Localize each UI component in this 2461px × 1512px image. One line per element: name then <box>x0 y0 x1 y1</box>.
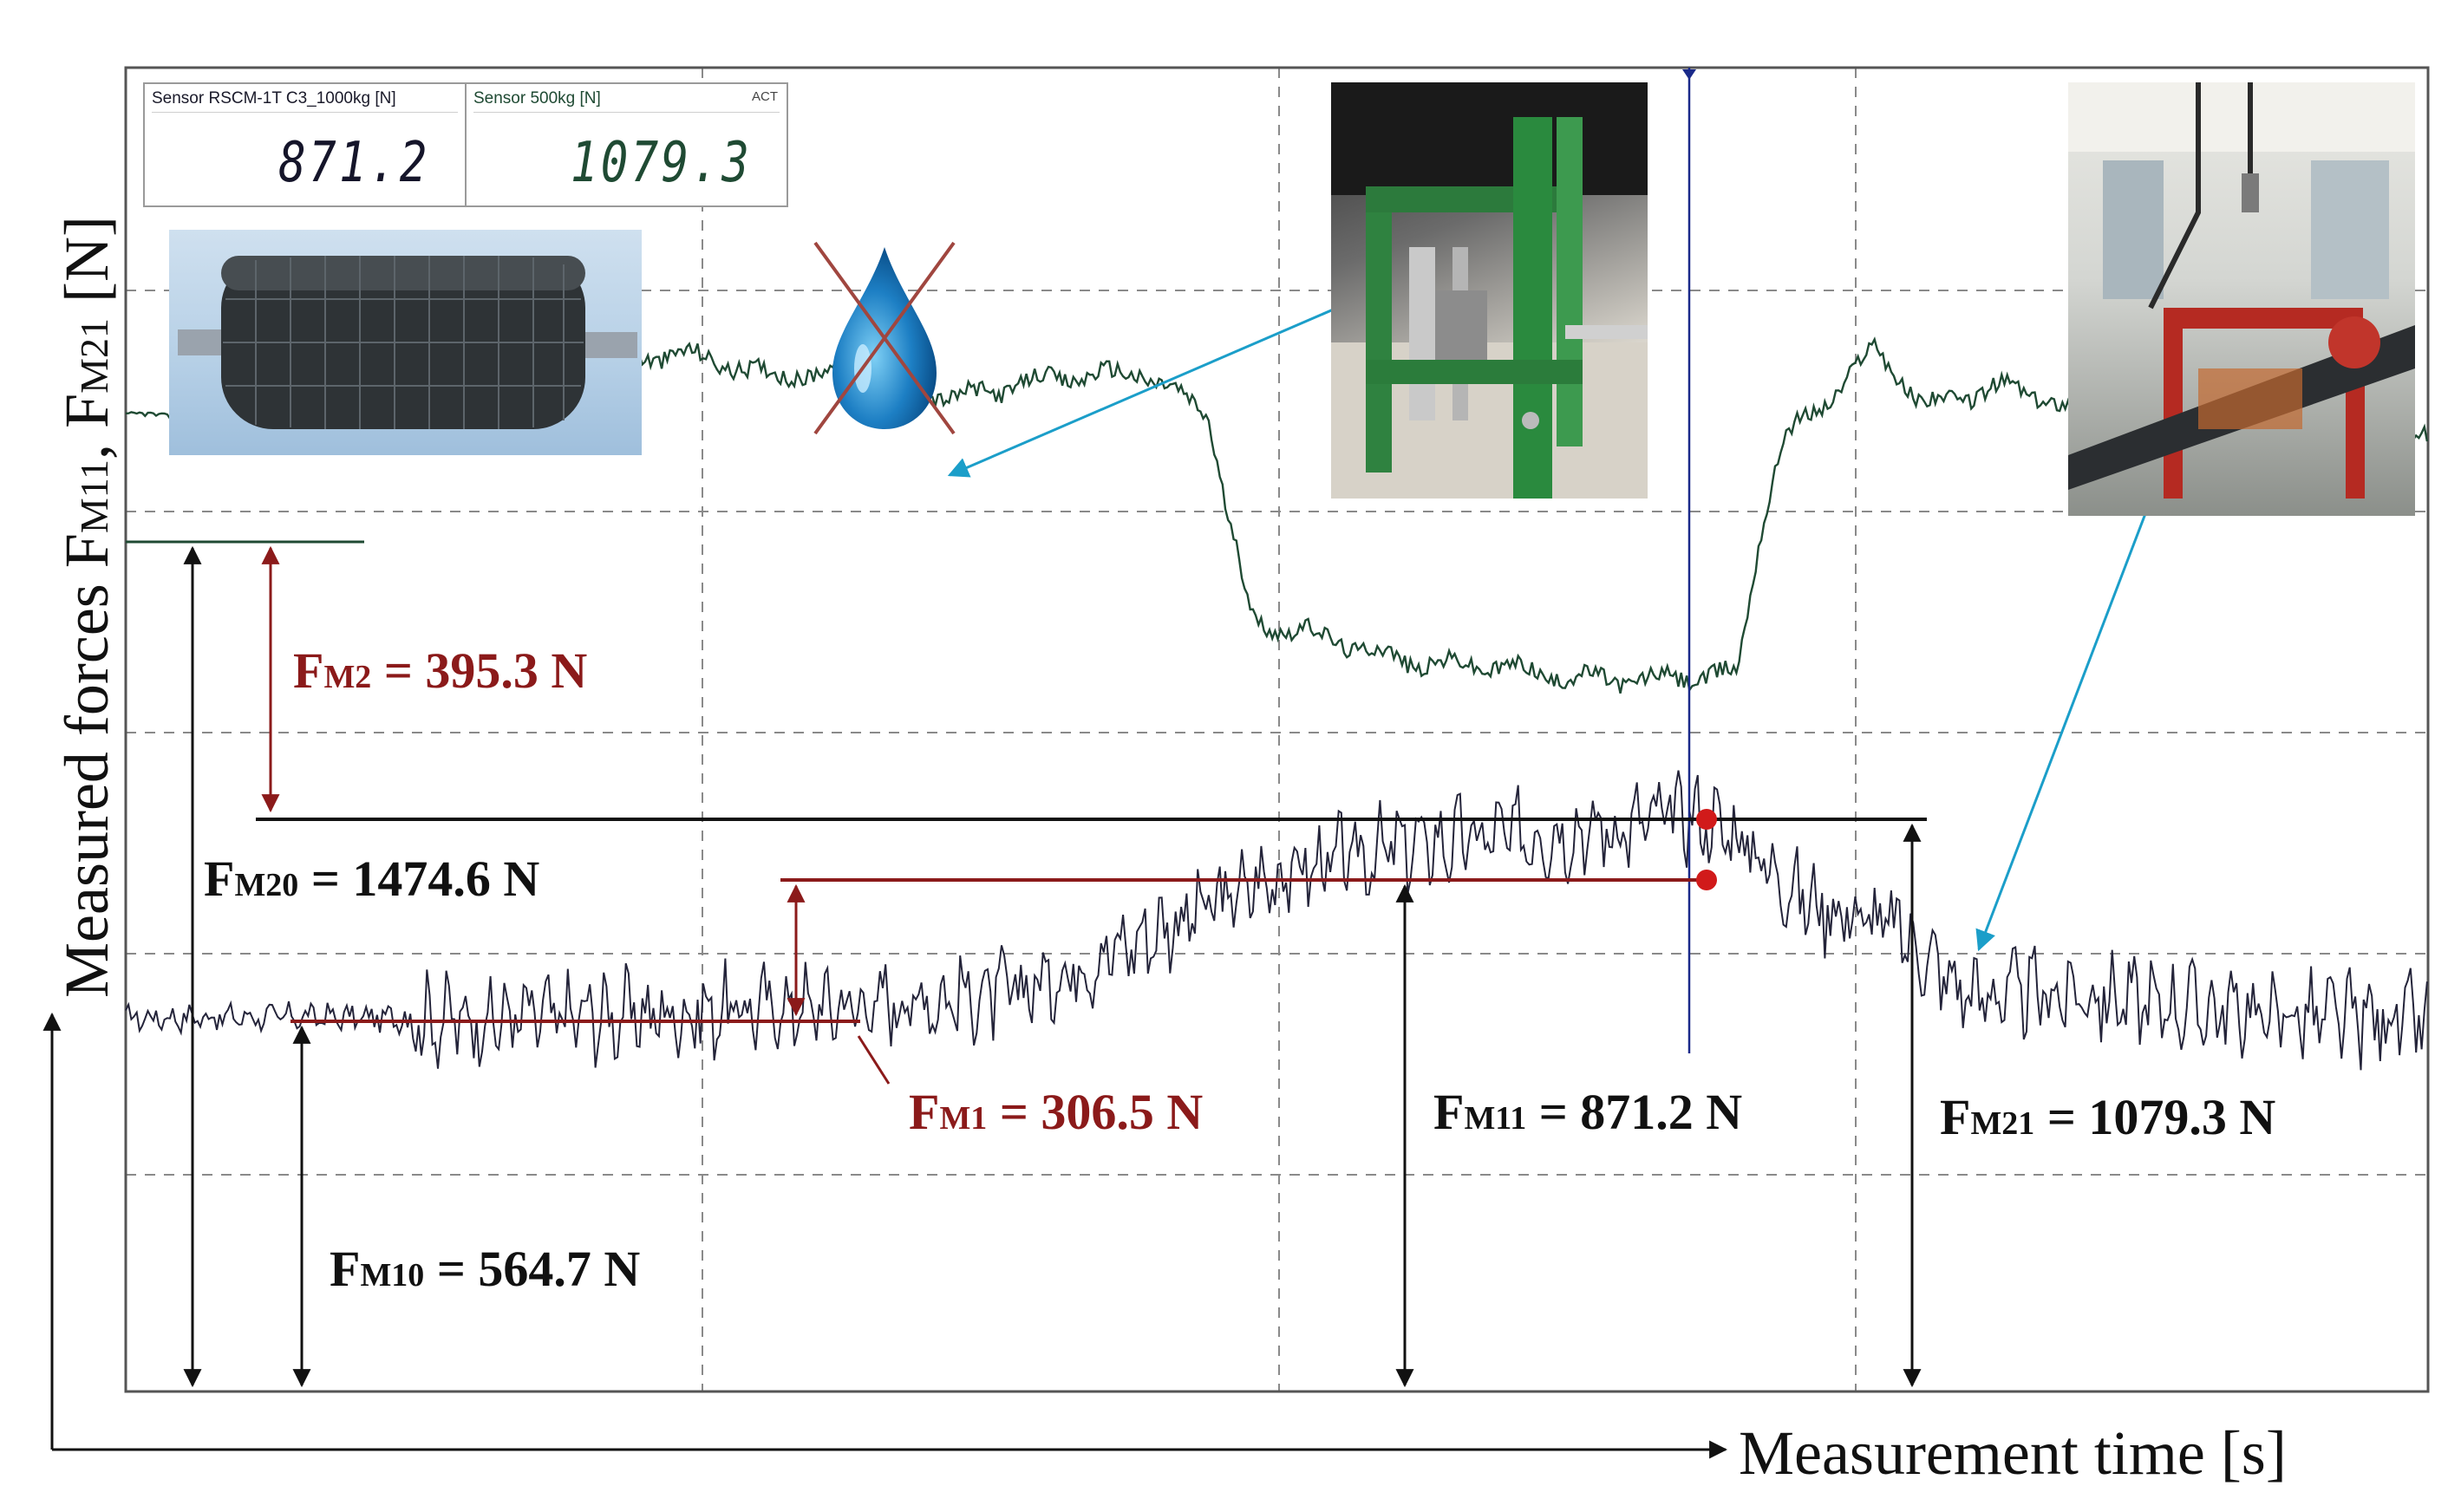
marker-point-fm11 <box>1696 870 1717 890</box>
sensor-readout-panel: Sensor RSCM-1T C3_1000kg [N] 871.2 Senso… <box>143 82 788 207</box>
sensor-right-tag: ACT <box>752 89 778 104</box>
plot-frame <box>124 66 2430 1393</box>
belt-test-photo <box>2068 82 2415 516</box>
x-axis-title: Measurement time [s] <box>1739 1418 2287 1488</box>
sensor-readout-left: Sensor RSCM-1T C3_1000kg [N] 871.2 <box>145 84 467 205</box>
series-line-sensor-1000kg <box>125 770 2428 1071</box>
annotation-layer <box>42 68 2241 1459</box>
sensor-readout-right: Sensor 500kg [N] ACT 1079.3 <box>467 84 787 205</box>
y-axis-title: Measured forces FM11, FM21 [N] <box>52 216 121 998</box>
sensor-right-value: 1079.3 <box>570 131 752 195</box>
leader-line-fm1 <box>857 1035 891 1085</box>
annotation-fm10: FM10 = 564.7 N <box>330 1241 641 1297</box>
pointer-arrow-500kg <box>947 284 1388 478</box>
sensor-left-name: Sensor RSCM-1T C3_1000kg [N] <box>152 89 458 113</box>
marker-point-fm20 <box>1696 809 1717 830</box>
sensor-left-value: 871.2 <box>278 131 430 195</box>
annotation-fm11: FM11 = 871.2 N <box>1433 1084 1743 1140</box>
test-rig-photo <box>1331 82 1648 499</box>
annotation-fm20: FM20 = 1474.6 N <box>204 850 540 907</box>
conveyor-roller-photo <box>169 230 642 455</box>
cursor-marker-icon <box>1682 69 1696 80</box>
water-drop-crossed-icon <box>806 238 963 438</box>
annotation-fm2: FM2 = 395.3 N <box>293 642 588 699</box>
sensor-right-name: Sensor 500kg [N] <box>473 89 780 113</box>
annotation-fm1: FM1 = 306.5 N <box>909 1084 1204 1140</box>
annotation-fm21: FM21 = 1079.3 N <box>1940 1089 2276 1145</box>
